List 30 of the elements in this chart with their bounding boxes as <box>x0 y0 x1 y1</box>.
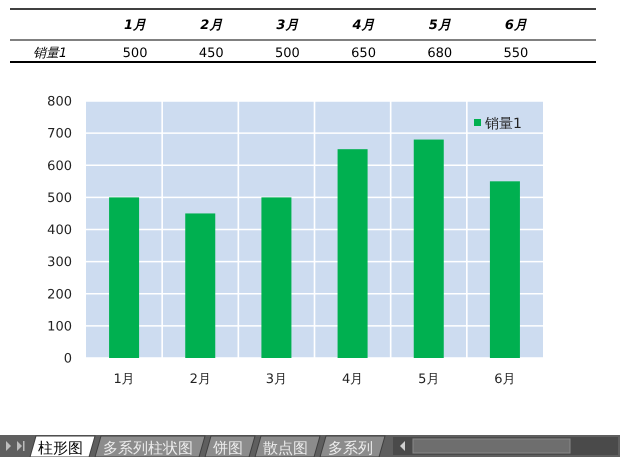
y-tick-label: 100 <box>47 319 72 334</box>
x-tick-label: 3月 <box>266 372 288 387</box>
table-cell: 650 <box>351 46 376 61</box>
legend-label: 销量1 <box>484 116 522 132</box>
y-tick-label: 700 <box>47 126 72 142</box>
x-tick-label: 2月 <box>190 372 211 387</box>
table-row-label: 销量1 <box>32 46 68 61</box>
table-header: 6月 <box>504 18 527 33</box>
table-cell: 500 <box>122 46 148 61</box>
y-tick-label: 500 <box>47 190 72 206</box>
x-tick-label: 1月 <box>113 372 135 387</box>
table-cell: 550 <box>504 46 528 61</box>
y-tick-label: 600 <box>47 158 72 174</box>
table-header: 5月 <box>428 18 451 33</box>
y-tick-label: 0 <box>64 352 72 366</box>
legend: 销量1 <box>474 116 522 132</box>
table-header: 3月 <box>276 18 298 33</box>
y-tick-label: 200 <box>47 287 72 302</box>
table-header: 4月 <box>352 18 375 33</box>
y-tick-label: 400 <box>47 223 72 238</box>
table-cell: 500 <box>275 46 300 61</box>
x-tick-label: 5月 <box>418 372 440 387</box>
x-tick-label: 6月 <box>494 372 516 387</box>
table-header: 2月 <box>200 18 222 33</box>
y-tick-label: 300 <box>47 255 72 270</box>
table-header: 1月 <box>124 18 146 33</box>
y-tick-label: 800 <box>47 94 72 110</box>
table-cell: 450 <box>198 46 224 61</box>
x-tick-label: 4月 <box>342 372 364 387</box>
table-cell: 680 <box>427 46 452 61</box>
